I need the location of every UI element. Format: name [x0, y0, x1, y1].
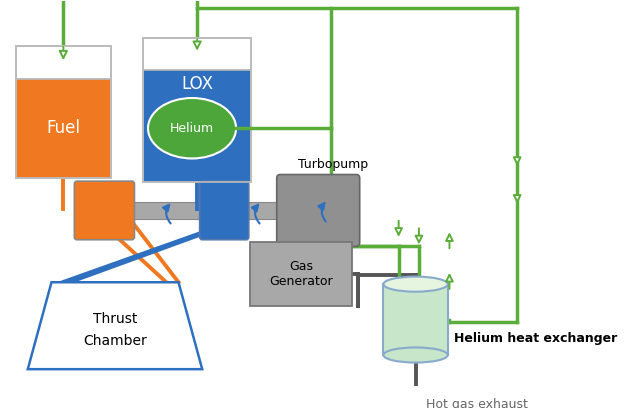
Text: Gas
Generator: Gas Generator — [270, 260, 333, 288]
Polygon shape — [28, 282, 202, 369]
Ellipse shape — [383, 277, 448, 292]
Text: Turbopump: Turbopump — [298, 158, 369, 171]
Bar — [16, 79, 111, 178]
Text: Helium heat exchanger: Helium heat exchanger — [454, 332, 617, 345]
Bar — [250, 242, 352, 306]
Bar — [383, 284, 448, 355]
Text: Thrust: Thrust — [93, 312, 137, 326]
Bar — [143, 38, 251, 182]
FancyBboxPatch shape — [74, 181, 134, 240]
Bar — [109, 202, 331, 219]
Bar — [16, 46, 111, 178]
Text: Chamber: Chamber — [83, 334, 147, 348]
Ellipse shape — [383, 348, 448, 363]
Bar — [16, 46, 111, 79]
Text: Hot gas exhaust: Hot gas exhaust — [426, 398, 528, 408]
Bar — [143, 38, 251, 70]
Bar — [143, 70, 251, 182]
Text: Fuel: Fuel — [46, 119, 80, 137]
Text: Helium: Helium — [170, 122, 214, 135]
Ellipse shape — [148, 98, 236, 158]
Text: LOX: LOX — [181, 75, 213, 93]
FancyBboxPatch shape — [276, 175, 359, 246]
FancyBboxPatch shape — [200, 181, 249, 240]
